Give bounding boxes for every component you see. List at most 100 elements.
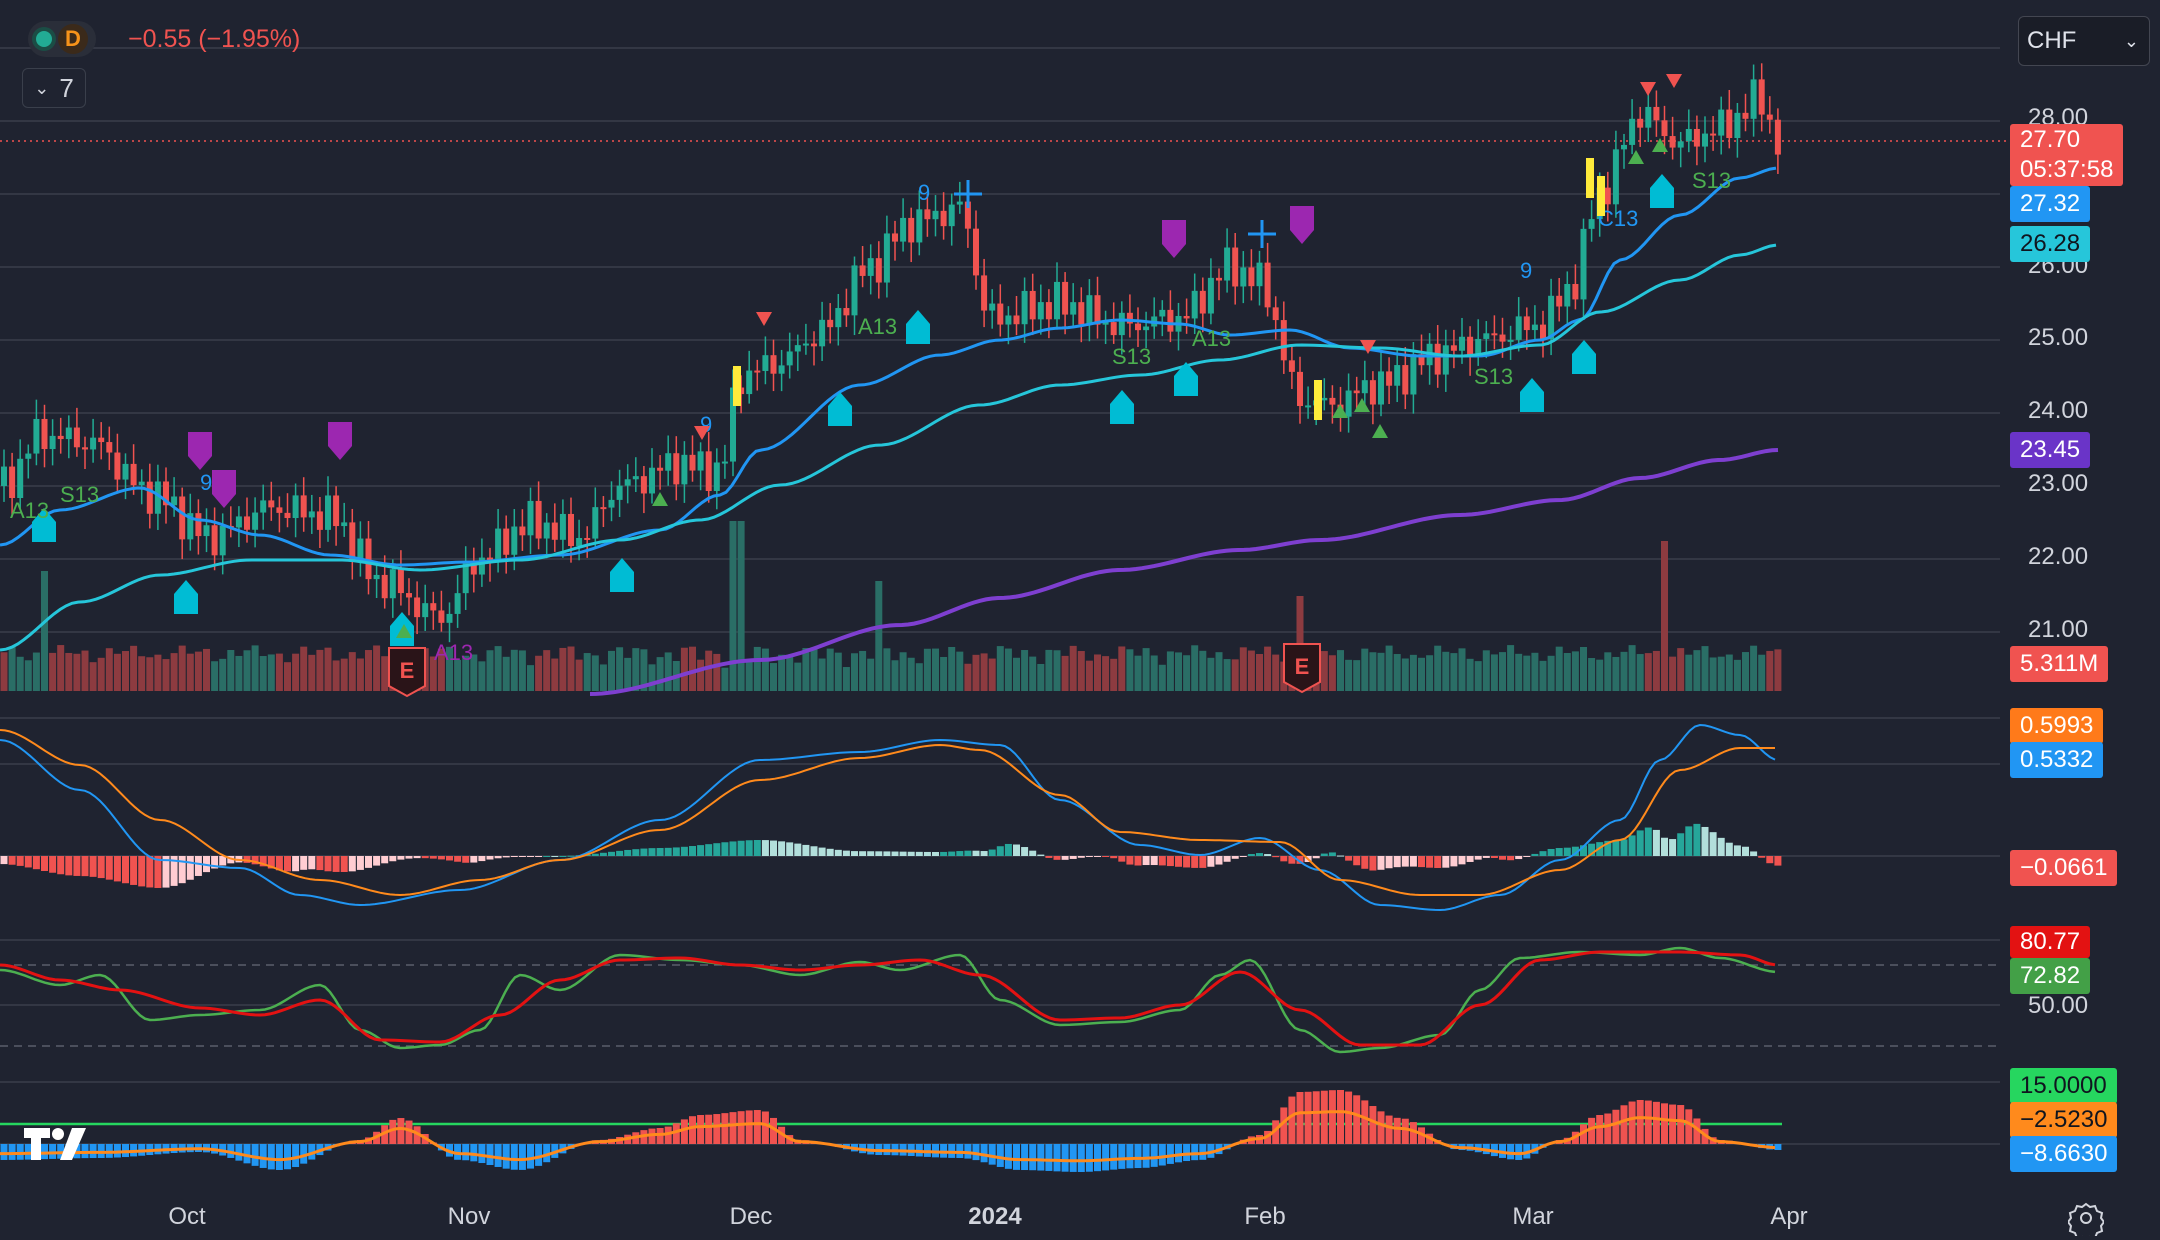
candle-body: [1232, 247, 1239, 287]
candle-body: [82, 447, 88, 450]
candle-body: [1661, 120, 1668, 137]
macd-hist-bar: [1264, 854, 1272, 856]
macd-hist-bar: [437, 856, 445, 860]
volume-bar: [1669, 656, 1677, 691]
volume-bar: [964, 663, 972, 691]
macd-hist-bar: [697, 845, 705, 856]
osc-hist-bar: [697, 1114, 705, 1144]
osc-hist-bar: [1774, 1144, 1782, 1150]
osc-hist-bar: [1272, 1120, 1280, 1144]
candle-body: [1499, 334, 1506, 342]
volume-bar: [154, 654, 162, 691]
candle-body: [430, 603, 437, 611]
candle-body: [1118, 312, 1125, 336]
macd-hist-bar: [680, 846, 688, 856]
volume-bar: [1758, 654, 1766, 691]
macd-hist-bar: [810, 846, 818, 856]
volume-bar: [130, 645, 138, 691]
volume-bar: [1612, 656, 1620, 691]
volume-bar: [429, 656, 437, 691]
earnings-marker: [388, 647, 426, 698]
candle-body: [511, 526, 518, 555]
macd-hist-bar: [535, 856, 543, 857]
settings-gear-icon[interactable]: [2068, 1200, 2104, 1236]
macd-hist-bar: [1288, 856, 1296, 864]
up-triangle-marker: [1628, 150, 1644, 164]
volume-bar: [567, 646, 575, 691]
volume-bar: [308, 654, 316, 691]
volume-bar: [219, 658, 227, 691]
volume-bar: [883, 648, 891, 691]
volume-bar: [1774, 649, 1782, 691]
macd-hist-bar: [1474, 856, 1482, 860]
osc-hist-bar: [1061, 1144, 1069, 1172]
candle-body: [802, 343, 809, 346]
volume-bar: [1685, 654, 1693, 691]
osc-hist-bar: [1669, 1104, 1677, 1144]
macd-hist-bar: [316, 856, 324, 871]
osc-hist-bar: [1166, 1144, 1174, 1164]
candle-body: [1531, 324, 1538, 331]
osc-hist-bar: [251, 1144, 259, 1166]
volume-bar: [1531, 652, 1539, 691]
osc-hist-bar: [381, 1125, 389, 1144]
candle-body: [341, 522, 348, 527]
macd-hist-bar: [875, 851, 883, 856]
candle-body: [1742, 112, 1749, 119]
candle-body: [1054, 281, 1060, 320]
macd-hist-bar: [227, 856, 235, 864]
volume-bar: [1166, 651, 1174, 691]
buy-signal-marker: [610, 558, 634, 592]
candle-body: [325, 495, 331, 530]
volume-bar: [1434, 645, 1442, 691]
candle-body: [1094, 295, 1101, 325]
volume-bar: [146, 657, 154, 691]
moving-averages: [0, 166, 1779, 696]
candle-body: [146, 481, 153, 514]
indicators-collapse-button[interactable]: ⌄ 7: [22, 68, 86, 108]
currency-select[interactable]: CHF ⌄: [2018, 16, 2150, 66]
candle-body: [106, 442, 113, 453]
candle-body: [1766, 114, 1773, 120]
price-change: −0.55 (−1.95%): [128, 24, 301, 53]
candle-body: [1321, 397, 1328, 401]
osc-hist-bar: [292, 1144, 300, 1168]
candle-body: [187, 513, 194, 540]
macd-hist-bar: [527, 856, 534, 857]
volume-bar: [194, 651, 202, 691]
volume-bar: [1061, 655, 1069, 691]
tradingview-logo-icon[interactable]: [22, 1124, 92, 1164]
osc-hist-bar: [397, 1118, 405, 1144]
volume-bar: [599, 664, 607, 691]
macd-hist-bar: [1758, 856, 1766, 858]
candle-body: [316, 511, 323, 530]
osc-hist-bar: [405, 1120, 413, 1144]
earnings-label: E: [1295, 654, 1310, 679]
market-status-pill[interactable]: D: [28, 21, 96, 57]
candle-body: [924, 209, 931, 220]
candle-body: [1102, 322, 1109, 325]
volume-bar: [1458, 648, 1466, 691]
macd-hist-bar: [664, 847, 672, 856]
macd-hist-bar: [251, 856, 259, 865]
volume-bar: [1223, 659, 1231, 691]
volume-bar: [462, 655, 470, 691]
macd-hist-bar: [599, 852, 607, 856]
macd-hist-bar: [97, 856, 105, 879]
volume-bar: [1725, 654, 1733, 691]
volume-bar: [834, 652, 842, 691]
osc-hist-bar: [8, 1144, 16, 1160]
volume-bar: [656, 657, 664, 691]
osc-hist-label: −8.6630: [2010, 1136, 2118, 1172]
candle-body: [770, 355, 777, 374]
candle-body: [1442, 345, 1449, 375]
candle-body: [1418, 354, 1425, 366]
candle-body: [673, 453, 680, 485]
macd-hist-bar: [1612, 840, 1620, 856]
volume-bar: [591, 655, 599, 691]
osc-hist-bar: [1191, 1144, 1199, 1161]
volume-bar: [972, 654, 980, 691]
volume-bar: [454, 659, 462, 691]
candle-body: [624, 479, 631, 486]
